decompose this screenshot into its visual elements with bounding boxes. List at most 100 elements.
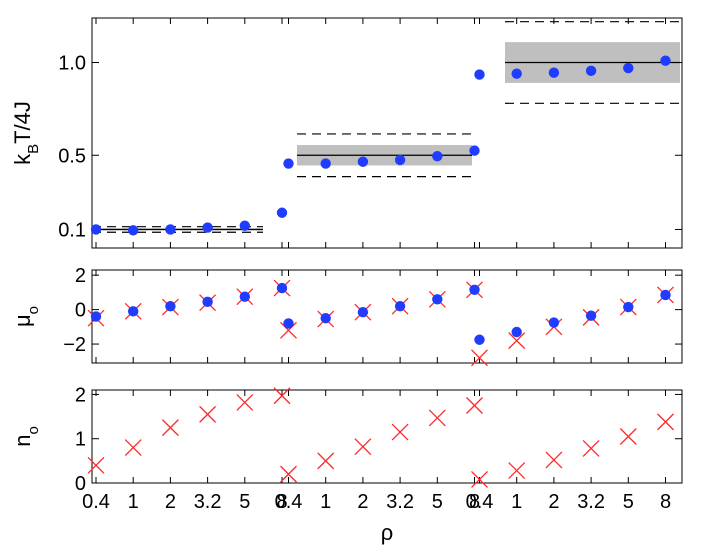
mu-fit-point: [432, 294, 443, 305]
x-tick-label: 3.2: [386, 491, 414, 513]
temperature-fit-point: [128, 225, 139, 236]
temperature-fit-point: [548, 67, 560, 78]
temperature-ylabel-rest: T/4J: [10, 101, 35, 144]
temperature-fit-point: [623, 62, 634, 74]
x-tick-label: 3.2: [194, 491, 222, 513]
temperature-fit-point: [394, 154, 406, 166]
temperature-ylabel-main: k: [10, 153, 35, 165]
n-true-point-b: [280, 465, 297, 483]
mu-ylabel-main: μ: [10, 314, 35, 327]
n-true-point-b: [87, 456, 105, 474]
mu-fit-point: [283, 318, 294, 329]
n-ytick-label: 2: [75, 384, 86, 406]
x-tick-label: 3.2: [577, 491, 605, 513]
mu-ylabel-sub: o: [25, 306, 42, 314]
mu-fit-point: [474, 334, 485, 345]
n-true-point-b: [354, 438, 372, 456]
x-tick-label: 8: [276, 491, 287, 513]
temperature-fit-point: [239, 220, 250, 231]
n-true-point-b: [124, 439, 142, 457]
temperature-fit-point: [165, 224, 176, 235]
n-axes-frame: [91, 389, 683, 484]
temperature-ylabel: kBT/4J: [10, 101, 42, 165]
n-true-point-b: [619, 428, 637, 445]
n-true-point-b: [466, 397, 483, 414]
temperature-fit-point: [474, 69, 485, 80]
n-true-point-b: [199, 405, 217, 423]
x-tick-label: 1: [320, 491, 331, 513]
mu-fit-point: [623, 301, 634, 313]
mu-fit-point: [660, 289, 671, 301]
x-tick-label: 0.4: [275, 491, 303, 513]
temperature-fit-point: [202, 222, 213, 233]
x-tick-label: 1: [128, 491, 139, 513]
mu-fit-point: [128, 306, 139, 317]
temperature-fit-point: [511, 68, 522, 79]
mu-fit-point: [202, 296, 213, 308]
n-ylabel: no: [10, 426, 42, 447]
panel-temperature: 0.1 0.5 1.0 kBT/4J: [10, 17, 683, 249]
mu-fit-point: [357, 306, 369, 318]
mu-fit-point: [239, 291, 250, 302]
temperature-ytick-label: 1.0: [58, 53, 86, 75]
x-tick-label: 2: [548, 491, 559, 513]
n-true-point-b: [545, 451, 563, 469]
n-ytick-label: 0: [75, 473, 86, 495]
temperature-fit-point: [660, 55, 671, 66]
mu-ytick-label: −2: [63, 334, 86, 356]
mu-true-point-b: [471, 349, 488, 367]
temperature-fit-point: [357, 156, 369, 167]
n-true-point-b: [657, 413, 674, 431]
temperature-ylabel-sub: B: [25, 144, 42, 154]
mu-ytick-label: 0: [75, 300, 86, 322]
n-true-point-b: [317, 452, 335, 470]
n-ylabel-sub: o: [25, 426, 42, 434]
x-tick-label: 5: [432, 491, 443, 513]
temperature-fit-point: [432, 150, 443, 162]
x-tick-label: 2: [165, 491, 176, 513]
mu-true-point-b: [508, 332, 526, 350]
temperature-fit-point: [90, 224, 102, 235]
n-true-point-b: [161, 419, 179, 437]
mu-fit-point: [548, 317, 560, 328]
n-ytick-label: 1: [75, 429, 86, 451]
panel-mu: 2 0 −2 μo: [10, 265, 683, 367]
x-tick-label: 5: [239, 491, 250, 513]
temperature-fit-point: [469, 145, 480, 156]
x-tick-label: 5: [623, 491, 634, 513]
mu-fit-point: [320, 313, 331, 324]
n-true-point-b: [391, 423, 409, 441]
temperature-axes-frame: [91, 17, 683, 249]
mu-fit-point: [90, 311, 102, 322]
temperature-fit-point: [283, 158, 294, 169]
n-true-point-b: [582, 439, 600, 457]
mu-ytick-label: 2: [75, 265, 86, 287]
temperature-fit-point: [276, 207, 288, 218]
mu-ylabel: μo: [10, 306, 42, 327]
mu-fit-point: [585, 310, 597, 321]
mu-true-point-b: [280, 321, 297, 339]
n-true-point-b: [508, 462, 526, 480]
n-true-point-b: [471, 470, 488, 488]
mu-fit-point: [276, 282, 288, 294]
temperature-ytick-label: 0.1: [58, 219, 86, 241]
mu-fit-point: [469, 284, 480, 296]
temperature-fit-point: [320, 158, 331, 169]
n-true-point-b: [236, 393, 254, 411]
mu-fit-point: [165, 300, 176, 312]
x-tick-label: 2: [357, 491, 368, 513]
x-tick-label: 0.4: [466, 491, 494, 513]
n-true-point-b: [428, 409, 446, 427]
n-ylabel-main: n: [10, 435, 35, 447]
mu-fit-point: [511, 326, 522, 338]
temperature-ytick-label: 0.5: [58, 145, 86, 167]
temperature-fit-point: [585, 65, 597, 77]
x-tick-label: 0.4: [82, 491, 110, 513]
panel-n: 2 1 0 no: [10, 384, 683, 495]
n-true-point-b: [273, 387, 291, 405]
x-tick-label: 8: [660, 491, 671, 513]
x-tick-label: 1: [511, 491, 522, 513]
x-axis-label: ρ: [381, 520, 394, 545]
x-tick-label: 8: [469, 491, 480, 513]
